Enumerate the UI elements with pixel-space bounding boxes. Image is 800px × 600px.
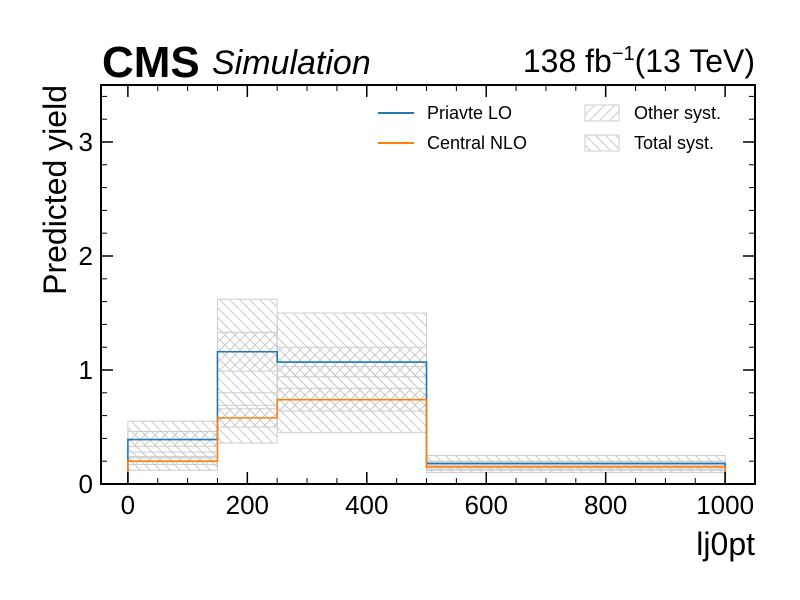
lumi-energy: (13 TeV)	[635, 43, 755, 79]
x-tick-label: 1000	[696, 490, 754, 520]
x-axis-title: lj0pt	[696, 526, 755, 562]
simulation-label: Simulation	[212, 44, 371, 82]
y-axis-title: Predicted yield	[37, 85, 73, 295]
series-steps	[127, 350, 726, 484]
axis-ticks: 0 200 400 600 800 1000 0 1 2 3	[79, 85, 756, 520]
y-tick-label: 3	[79, 127, 93, 157]
y-tick-label: 1	[79, 355, 93, 385]
lumi-value: 138 fb	[523, 43, 612, 79]
legend-hatch-swatch	[584, 104, 620, 122]
lumi-label: 138 fb−1(13 TeV)	[523, 43, 755, 79]
series-step-line	[127, 350, 726, 484]
series-step-line	[127, 398, 726, 484]
y-tick-label: 2	[79, 241, 93, 271]
legend-label: Other syst.	[634, 103, 721, 123]
cms-label: CMS	[102, 38, 200, 87]
lumi-exponent: −1	[612, 43, 635, 65]
legend: Priavte LO Central NLO Other syst. Total sy…	[378, 103, 721, 153]
legend-label: Total syst.	[634, 133, 714, 153]
x-tick-label: 400	[345, 490, 388, 520]
legend-hatch-swatch	[584, 134, 620, 152]
plot-frame	[100, 84, 756, 485]
legend-label: Central NLO	[427, 133, 527, 153]
x-tick-label: 600	[465, 490, 508, 520]
x-tick-label: 0	[121, 490, 135, 520]
y-tick-label: 0	[79, 469, 93, 499]
x-tick-label: 800	[584, 490, 627, 520]
x-tick-label: 200	[226, 490, 269, 520]
legend-label: Priavte LO	[427, 103, 512, 123]
